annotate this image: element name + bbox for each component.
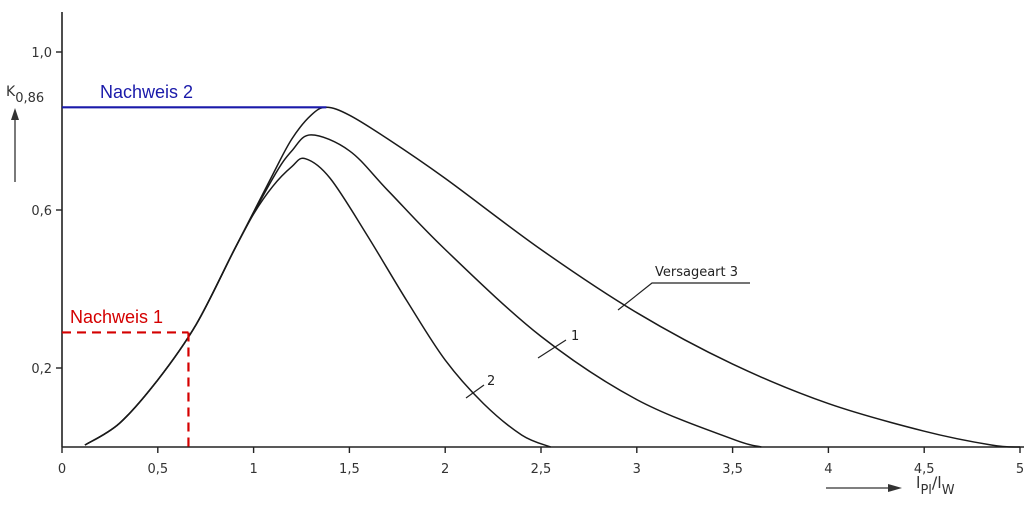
- x-tick-label: 3: [633, 462, 641, 477]
- x-tick-label: 5: [1016, 462, 1024, 477]
- nachweis-2-label: Nachweis 2: [100, 82, 193, 102]
- y-axis-arrow-icon: [11, 108, 19, 120]
- x-tick-label: 3,5: [722, 462, 743, 477]
- leader-2: [465, 384, 485, 399]
- series-line-versageart-3: [84, 106, 1021, 448]
- x-tick-label: 4,5: [914, 462, 935, 477]
- x-tick-label: 1,5: [339, 462, 360, 477]
- x-tick-label: 0: [58, 462, 66, 477]
- curve-label-1: 1: [571, 329, 579, 344]
- nachweis-annotations: [62, 106, 327, 447]
- series-line-1: [84, 134, 762, 448]
- leader-versageart-3: [617, 282, 750, 311]
- x-tick-label: 2: [441, 462, 449, 477]
- x-tick-label: 4: [824, 462, 832, 477]
- x-tick-label: 0,5: [147, 462, 168, 477]
- y-tick-label: 0,2: [31, 362, 52, 377]
- curve-label-2: 2: [487, 374, 495, 389]
- x-tick-label: 1: [249, 462, 257, 477]
- nachweis-1-label: Nachweis 1: [70, 307, 163, 327]
- series-line-2: [84, 157, 551, 448]
- x-axis-arrow-icon: [888, 484, 902, 492]
- ticks: 0 0,5 1 1,5 2 2,5 3 3,5 4 4,5 5 0,2 0,6 1,0: [31, 46, 1024, 477]
- y-tick-label: 0,6: [31, 204, 52, 219]
- y-axis-label: K0,86: [6, 84, 44, 106]
- curve-label-versageart-3: Versageart 3: [655, 265, 738, 280]
- leader-1: [537, 339, 567, 359]
- y-tick-label: 1,0: [31, 46, 52, 61]
- x-axis-label: lPl/lW: [916, 473, 955, 498]
- curves: [84, 106, 1021, 448]
- x-tick-label: 2,5: [531, 462, 552, 477]
- curve-label-leaders: [465, 282, 750, 399]
